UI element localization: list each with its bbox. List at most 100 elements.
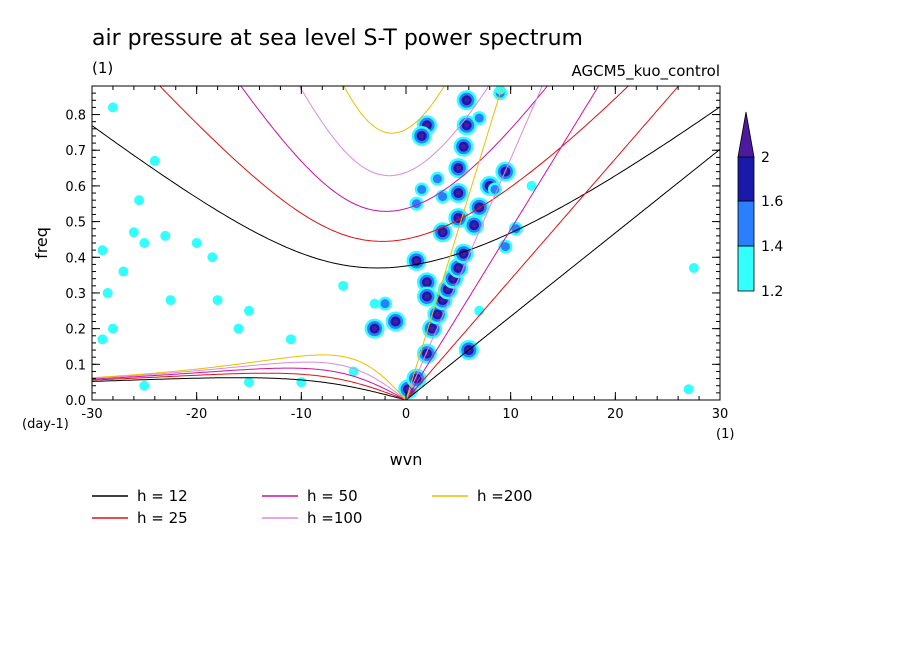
contour-level	[417, 184, 427, 194]
contour-blob	[107, 323, 118, 334]
contour-blob	[149, 155, 160, 166]
rossby-curve	[92, 367, 407, 400]
contour-blob	[416, 272, 437, 293]
contour-blob	[233, 323, 244, 334]
contour-blob	[448, 158, 469, 179]
contour-level	[191, 238, 202, 248]
contour-level	[424, 294, 430, 300]
y-tick-label: 0.2	[65, 323, 86, 338]
contour-level	[445, 286, 451, 292]
kelvin-curve	[405, 86, 543, 400]
contour-level	[424, 122, 430, 128]
contour-level	[296, 377, 307, 388]
colorbar-arrow	[737, 111, 755, 158]
y-tick-label: 0.0	[65, 394, 86, 409]
rossby-curve	[92, 354, 407, 400]
contour-blob	[165, 295, 176, 306]
contour-blob	[102, 287, 113, 298]
legend-label: h =100	[307, 509, 362, 527]
contour-level	[369, 298, 380, 309]
y-tick-label: 0.6	[65, 180, 86, 195]
contour-level	[455, 190, 461, 196]
plot-area: -30 -20 -10 0 10 20 30 0.0 0.1 0.2 0.3 0.4 0.5 0.6 0.7…	[65, 85, 728, 422]
contour-level	[149, 155, 160, 166]
contour-blob	[456, 115, 477, 136]
contour-level	[455, 165, 461, 171]
model-label: AGCM5_kuo_control	[572, 62, 720, 81]
colorbar-label: 2	[761, 150, 770, 166]
dispersion-curve	[92, 86, 600, 400]
contour-blob	[416, 286, 437, 307]
legend-label: h = 50	[307, 487, 358, 505]
legend-label: h = 25	[137, 509, 188, 527]
contour-level	[490, 184, 500, 194]
contour-blob	[430, 171, 445, 186]
colorbar-box	[737, 156, 755, 202]
rossby-curve	[92, 377, 407, 400]
contour-blob	[128, 227, 139, 238]
x-tick-label: -20	[186, 407, 207, 422]
y-axis-label: freq	[32, 227, 51, 259]
contour-level	[440, 229, 446, 235]
colorbar-label: 1.6	[761, 194, 783, 210]
y-tick-label: 0.3	[65, 287, 86, 302]
legend-entry: h = 12	[92, 487, 188, 505]
x-axis-label: wvn	[390, 450, 423, 469]
contour-level	[434, 311, 440, 317]
inertia-gravity-curve	[343, 86, 445, 134]
contour-blob	[432, 222, 453, 243]
contour-blob	[469, 197, 490, 218]
contour-blob	[134, 195, 145, 206]
dispersion-curve	[92, 86, 543, 400]
dispersion-curve	[92, 106, 720, 400]
contour-level	[438, 192, 448, 202]
contour-blob	[338, 280, 349, 291]
axis-ticks: -30 -20 -10 0 10 20 30 0.0 0.1 0.2 0.3 0.4 0.5 0.6 0.7…	[65, 86, 728, 422]
contour-level	[464, 97, 470, 103]
contour-blob	[422, 318, 443, 339]
y-tick-label: 0.8	[65, 109, 86, 124]
contour-blob	[139, 380, 150, 391]
legend-entry: h = 50	[262, 487, 358, 505]
plot-frame	[91, 85, 721, 401]
contour-blob	[453, 243, 474, 264]
contour-blob	[495, 86, 506, 95]
contour-level	[285, 334, 296, 345]
contour-level	[393, 319, 399, 324]
contour-blob	[285, 334, 296, 345]
contour-blob	[414, 182, 429, 197]
contour-blob	[526, 180, 537, 191]
contour-level	[683, 384, 694, 395]
contour-level	[461, 144, 467, 150]
contour-blob	[456, 90, 477, 111]
kelvin-curve	[405, 86, 600, 400]
contour-level	[455, 265, 461, 271]
contour-blob	[160, 230, 171, 241]
contour-blob	[472, 111, 487, 126]
contour-blob	[364, 318, 385, 339]
contour-level	[450, 276, 456, 282]
contour-blob	[191, 238, 202, 248]
contour-level	[413, 258, 419, 264]
contour-blob	[212, 295, 223, 306]
contour-level	[338, 280, 349, 291]
dispersion-curve	[92, 86, 680, 400]
kelvin-curve	[405, 148, 720, 400]
contour-blob	[385, 311, 406, 332]
inertia-gravity-curve	[92, 106, 720, 269]
contour-blob	[406, 250, 427, 271]
contour-level	[429, 326, 435, 332]
contour-level	[102, 287, 113, 298]
contour-blob	[409, 196, 424, 211]
contour-blob	[97, 245, 108, 256]
contour-blob	[369, 298, 380, 309]
contour-blob	[244, 305, 254, 316]
legend-label: h = 12	[137, 487, 188, 505]
contour-blob	[683, 384, 694, 395]
kelvin-curve	[405, 86, 503, 400]
contour-level	[440, 297, 446, 303]
contour-blob	[207, 252, 218, 263]
x-tick-label: 30	[712, 407, 729, 422]
contour-blob	[378, 296, 393, 311]
